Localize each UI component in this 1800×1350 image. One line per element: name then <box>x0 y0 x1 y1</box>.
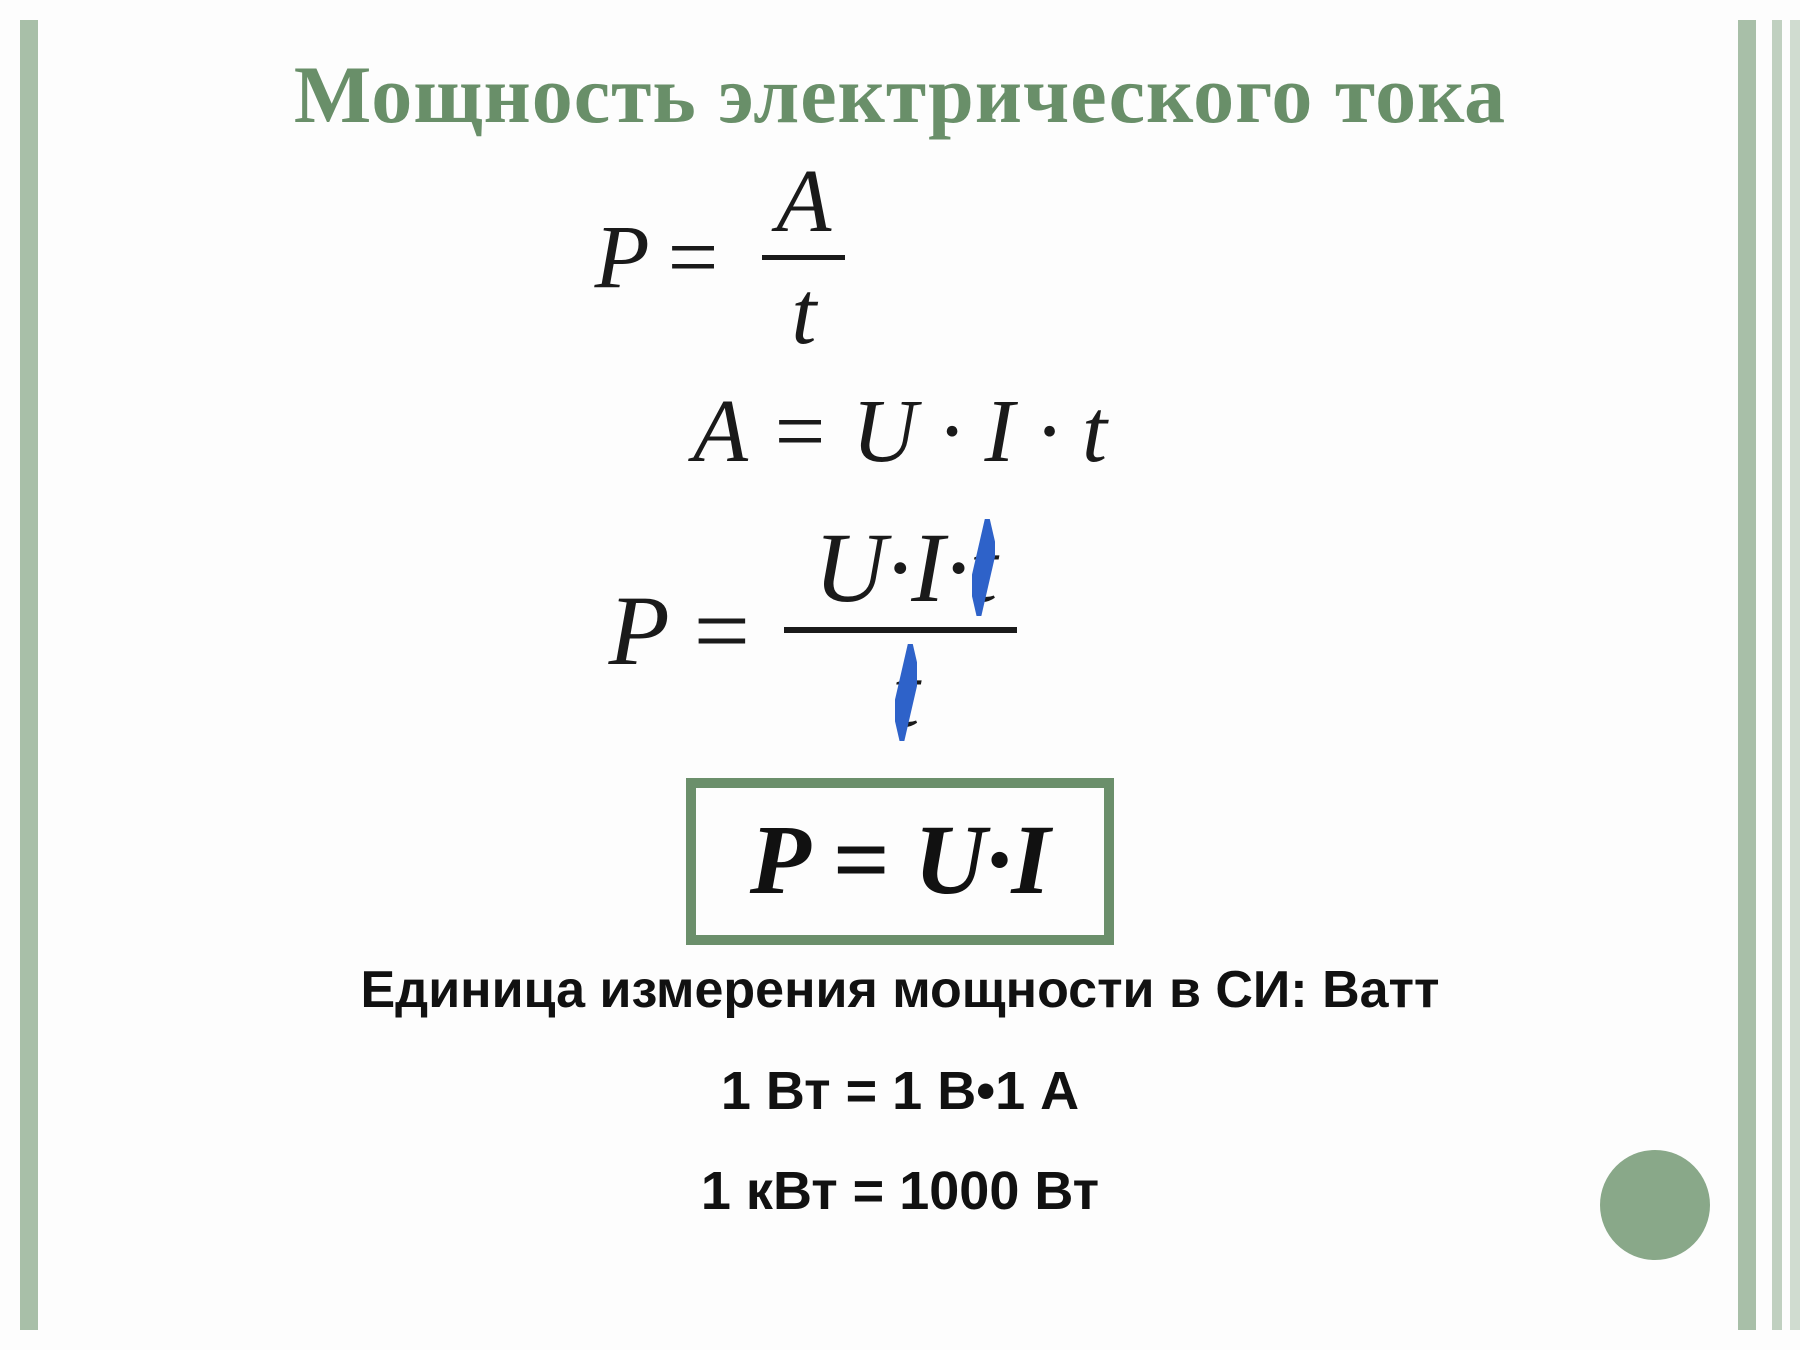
numerator: U·I·t <box>800 510 1011 627</box>
formula-p-equals-a-over-t: P = A t <box>520 150 920 365</box>
equals-sign: = <box>668 206 719 309</box>
crossed-t: t <box>970 510 998 625</box>
var-t: t <box>892 637 920 748</box>
unit-line-2: 1 кВт = 1000 Вт <box>0 1160 1800 1222</box>
formula-result-box: P = U·I <box>686 778 1115 945</box>
num-prefix: U·I· <box>814 512 970 623</box>
equals-sign: = <box>694 573 750 688</box>
var-t: t <box>970 512 998 623</box>
var-p: P <box>609 573 670 688</box>
crossed-t: t <box>892 635 920 750</box>
unit-line-1: 1 Вт = 1 В•1 А <box>0 1060 1800 1122</box>
frame-stripe <box>1772 20 1782 1330</box>
slide-title: Мощность электрического тока <box>0 48 1800 142</box>
fraction: A t <box>762 150 845 365</box>
denominator: t <box>777 260 830 365</box>
formula-derivation: P = U·I·t t <box>460 510 1160 750</box>
fraction: U·I·t t <box>800 510 1011 750</box>
result-box-container: P = U·I <box>0 778 1800 945</box>
denominator: t <box>878 633 934 750</box>
frame-stripe <box>1790 20 1800 1330</box>
unit-subtitle: Единица измерения мощности в СИ: Ватт <box>0 960 1800 1020</box>
decorative-circle-icon <box>1600 1150 1710 1260</box>
formula-a-equals-uit: A = U · I · t <box>0 380 1800 483</box>
var-p: P <box>595 206 650 309</box>
numerator: A <box>762 150 845 255</box>
